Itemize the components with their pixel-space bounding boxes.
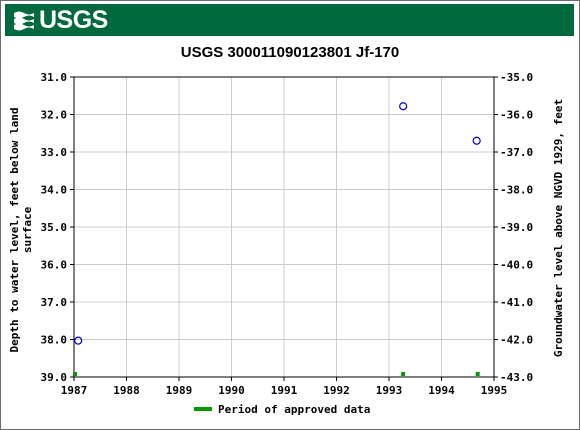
data-point: [74, 336, 83, 345]
approved-period-mark: [401, 372, 406, 376]
y-left-axis-ticks: 31.0 32.0 33.0 34.0 35.0 36.0 37.0 38.0 39.0: [41, 71, 74, 384]
x-tick-label: 1995: [481, 384, 508, 397]
x-axis-ticks: 1987 1988 1989 1990 1991 1992 1993 1994 1995: [61, 377, 508, 397]
grid-lines: [73, 76, 495, 378]
approved-period-mark: [475, 372, 480, 376]
y-left-tick-label: 33.0: [41, 146, 68, 159]
y-left-tick-label: 39.0: [41, 371, 68, 384]
x-tick-label: 1993: [376, 384, 403, 397]
x-tick-label: 1988: [113, 384, 140, 397]
legend-label: Period of approved data: [218, 403, 370, 416]
usgs-logo-icon: [14, 11, 34, 31]
x-tick-label: 1991: [271, 384, 298, 397]
y-right-tick-label: -43.0: [500, 371, 533, 384]
y-right-tick-label: -40.0: [500, 259, 533, 272]
y-left-tick-label: 31.0: [41, 71, 68, 84]
y-right-label: Groundwater level above NGVD 1929, feet: [552, 99, 565, 357]
data-points: [74, 102, 481, 345]
approved-period-marks: [73, 372, 480, 376]
x-tick-label: 1994: [428, 384, 455, 397]
y-left-label-line-2: surface: [21, 206, 34, 253]
x-tick-label: 1990: [218, 384, 245, 397]
legend: Period of approved data: [194, 403, 370, 416]
x-tick-label: 1989: [166, 384, 193, 397]
y-left-tick-label: 38.0: [41, 334, 68, 347]
usgs-banner: USGS: [5, 4, 574, 36]
y-left-tick-label: 34.0: [41, 184, 68, 197]
approved-period-mark: [73, 372, 77, 376]
y-right-tick-label: -36.0: [500, 109, 533, 122]
usgs-logo[interactable]: USGS: [13, 6, 108, 34]
y-right-tick-label: -38.0: [500, 184, 533, 197]
y-right-tick-label: -42.0: [500, 334, 533, 347]
y-right-tick-label: -35.0: [500, 71, 533, 84]
x-tick-label: 1987: [61, 384, 88, 397]
y-left-tick-label: 36.0: [41, 259, 68, 272]
y-left-label-line-1: Depth to water level, feet below land: [8, 107, 21, 352]
y-right-tick-label: -37.0: [500, 146, 533, 159]
chart-title: USGS 300011090123801 Jf-170: [180, 44, 400, 61]
y-left-tick-label: 37.0: [41, 296, 68, 309]
y-right-axis-ticks: -35.0 -36.0 -37.0 -38.0 -39.0 -40.0 -41.0 -42.0…: [494, 71, 533, 384]
data-point: [472, 136, 481, 145]
y-left-tick-label: 35.0: [41, 221, 68, 234]
usgs-logo-text: USGS: [39, 6, 108, 34]
data-point: [399, 102, 408, 111]
y-left-tick-label: 32.0: [41, 109, 68, 122]
y-right-tick-label: -41.0: [500, 296, 533, 309]
y-right-tick-label: -39.0: [500, 221, 533, 234]
x-tick-label: 1992: [323, 384, 350, 397]
legend-swatch: [194, 407, 212, 411]
